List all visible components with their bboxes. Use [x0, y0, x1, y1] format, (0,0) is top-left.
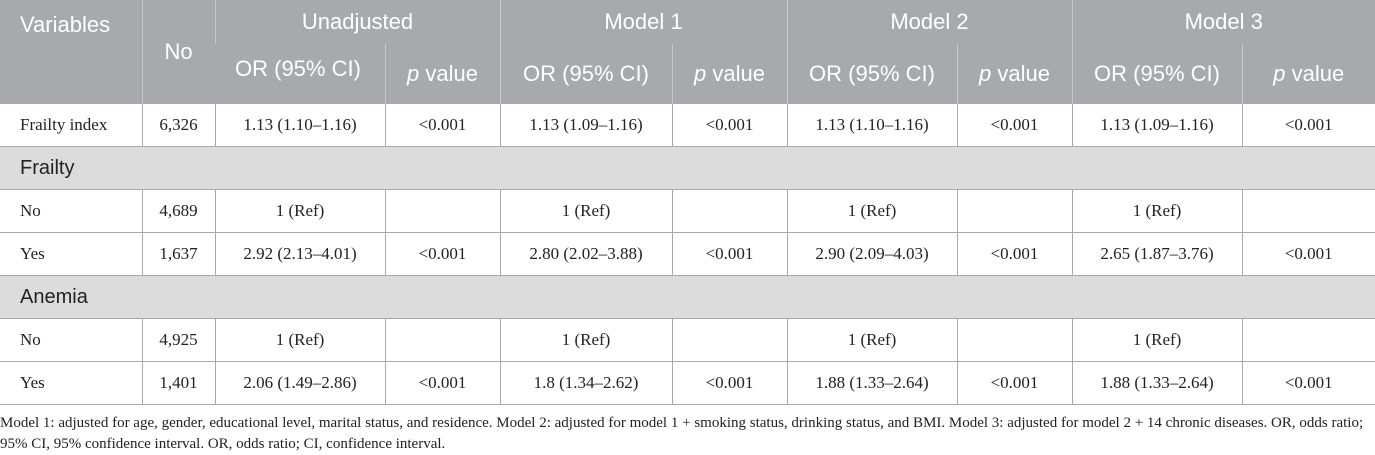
data-row: Yes 1,637 2.92 (2.13–4.01) <0.001 2.80 (2.02… — [0, 232, 1375, 276]
cell: 1.13 (1.09–1.16) — [499, 103, 673, 147]
cell: 1.88 (1.33–2.64) — [1071, 361, 1243, 405]
cell: <0.001 — [671, 103, 788, 147]
cell: <0.001 — [1241, 103, 1375, 147]
cell: 1 (Ref) — [786, 189, 958, 233]
subheader-cell: OR (95% CI) — [215, 44, 385, 104]
empty-cell — [384, 318, 501, 362]
subheader-cell: p value — [384, 44, 500, 104]
cell: 1,637 — [141, 232, 216, 276]
cell: 4,689 — [141, 189, 216, 233]
section-row: Frailty — [0, 146, 1375, 190]
cell: <0.001 — [384, 232, 501, 276]
data-row: Yes 1,401 2.06 (1.49–2.86) <0.001 1.8 (1.34–… — [0, 361, 1375, 405]
subheader-label: OR (95% CI) — [809, 60, 935, 86]
subheader-cell: OR (95% CI) — [1071, 44, 1242, 104]
cell: <0.001 — [956, 361, 1073, 405]
subheader-label: p value — [1273, 60, 1345, 86]
empty-cell — [671, 189, 788, 233]
cell: <0.001 — [956, 103, 1073, 147]
subheader-cell: OR (95% CI) — [786, 44, 957, 104]
empty-cell — [956, 189, 1073, 233]
cell: 1 (Ref) — [214, 318, 386, 362]
cell: 2.65 (1.87–3.76) — [1071, 232, 1243, 276]
cell: 1 (Ref) — [1071, 189, 1243, 233]
subheader-cell: OR (95% CI) — [499, 44, 672, 104]
row-label: No — [0, 189, 143, 233]
header-row: Variables No Unadjusted Model 1 Model 2 Model… — [0, 0, 1375, 104]
subheader-cell: p value — [956, 44, 1072, 104]
section-label: Frailty — [0, 146, 1375, 190]
cell: <0.001 — [1241, 361, 1375, 405]
empty-cell — [671, 318, 788, 362]
empty-cell — [956, 318, 1073, 362]
row-label: Yes — [0, 232, 143, 276]
column-header: Model 1 — [499, 0, 787, 44]
row-label: No — [0, 318, 143, 362]
cell: <0.001 — [384, 361, 501, 405]
subheader-label: p value — [407, 60, 478, 86]
subheader-label: OR (95% CI) — [1094, 60, 1220, 86]
column-header: No — [141, 0, 215, 104]
empty-cell — [1241, 318, 1375, 362]
cell: 1.8 (1.34–2.62) — [499, 361, 673, 405]
cell: <0.001 — [384, 103, 501, 147]
cell: <0.001 — [671, 361, 788, 405]
cell: 2.92 (2.13–4.01) — [214, 232, 386, 276]
cell: 6,326 — [141, 103, 216, 147]
empty-cell — [384, 189, 501, 233]
subheader-label: OR (95% CI) — [523, 60, 649, 86]
cell: <0.001 — [1241, 232, 1375, 276]
cell: 1 (Ref) — [786, 318, 958, 362]
cell: 1 (Ref) — [499, 318, 673, 362]
subheader-label: OR (95% CI) — [235, 56, 361, 81]
cell: 1.88 (1.33–2.64) — [786, 361, 958, 405]
subheader-label: p value — [694, 60, 765, 86]
subheader-cell: p value — [1241, 44, 1375, 104]
cell: 1.13 (1.09–1.16) — [1071, 103, 1243, 147]
column-header: Model 2 — [786, 0, 1072, 44]
cell: <0.001 — [956, 232, 1073, 276]
cell: 1.13 (1.10–1.16) — [214, 103, 386, 147]
cell: 1 (Ref) — [1071, 318, 1243, 362]
data-row: No 4,925 1 (Ref) 1 (Ref) 1 (Ref) 1 (Ref) — [0, 318, 1375, 362]
results-table: Variables No Unadjusted Model 1 Model 2 Model… — [0, 0, 1375, 405]
cell: 2.06 (1.49–2.86) — [214, 361, 386, 405]
cell: <0.001 — [671, 232, 788, 276]
section-label: Anemia — [0, 275, 1375, 319]
cell: 1.13 (1.10–1.16) — [786, 103, 958, 147]
cell: 4,925 — [141, 318, 216, 362]
data-row: Frailty index 6,326 1.13 (1.10–1.16) <0.001… — [0, 103, 1375, 147]
section-row: Anemia — [0, 275, 1375, 319]
subheader-cell: p value — [671, 44, 787, 104]
footnote: Model 1: adjusted for age, gender, educa… — [0, 415, 1364, 452]
cell: 1,401 — [141, 361, 216, 405]
cell: 2.90 (2.09–4.03) — [786, 232, 958, 276]
cell: 2.80 (2.02–3.88) — [499, 232, 673, 276]
row-label: Yes — [0, 361, 143, 405]
data-row: No 4,689 1 (Ref) 1 (Ref) 1 (Ref) 1 (Ref) — [0, 189, 1375, 233]
empty-cell — [1241, 189, 1375, 233]
column-header: Variables — [0, 0, 142, 104]
cell: 1 (Ref) — [214, 189, 386, 233]
row-label: Frailty index — [0, 103, 143, 147]
column-header: Unadjusted — [214, 0, 500, 44]
subheader-row: OR (95% CI) p value OR (95% CI) p value OR (… — [0, 44, 1375, 104]
cell: 1 (Ref) — [499, 189, 673, 233]
subheader-label: p value — [979, 60, 1050, 86]
column-header: Model 3 — [1071, 0, 1375, 44]
